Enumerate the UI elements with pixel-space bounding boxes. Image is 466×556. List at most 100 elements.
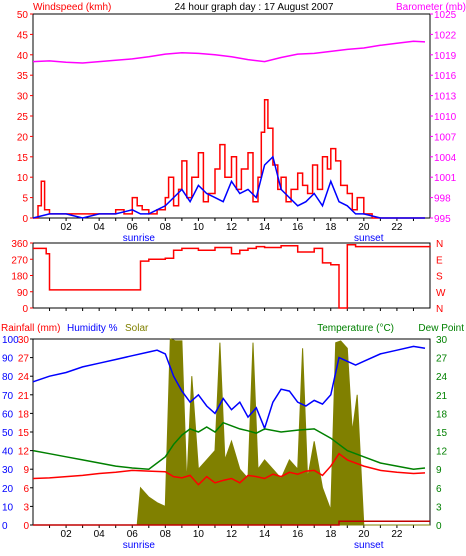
sunset-label: sunset [354,233,384,244]
chart1-y2label: Barometer (mb) [396,2,466,13]
chart1-ytick-label: 45 [17,30,29,41]
chart3-y2tick-label: 0 [436,521,442,532]
chart1-ytick-label: 35 [17,71,29,82]
chart3-ytick-label: 70 [2,391,14,402]
chart3-ytick-label: 30 [2,465,14,476]
x-tick-label: 06 [127,222,139,233]
x-tick-label: 10 [193,529,205,540]
chart1-y2tick-label: 1016 [434,71,457,82]
chart2-ytick-label: 270 [11,255,28,266]
chart3-y3label-dew: Dew Point [418,323,464,334]
chart1-y2tick-label: 1001 [434,173,457,184]
chart1-ytick-label: 50 [17,10,29,21]
x-tick-label: 12 [226,529,238,540]
chart3-ytick-label: 20 [2,484,14,495]
chart3-ytick-inner-label: 0 [23,521,29,532]
series-direction [33,244,431,309]
chart3-ytick-label: 100 [2,335,19,346]
x-tick-label: 22 [391,222,403,233]
chart3-ytick-inner-label: 24 [18,372,30,383]
chart3-ytick-label: 90 [2,354,14,365]
chart1-y2tick-label: 1007 [434,132,457,143]
chart1-ytick-label: 5 [22,194,28,205]
chart3-ytick-inner-label: 6 [23,484,29,495]
x-tick-label: 08 [160,529,172,540]
series-solar [33,338,430,526]
chart1-y2tick-label: 1025 [434,10,457,21]
chart3-y2label-temp: Temperature (°C) [317,323,394,334]
x-tick-label: 04 [94,222,106,233]
chart3-y2tick-label: 15 [436,428,448,439]
chart3-ylabel-rain: Rainfall (mm) [1,323,60,334]
chart3-ytick-inner-label: 27 [18,354,30,365]
x-tick-label: 12 [226,222,238,233]
chart3-ytick-inner-label: 21 [18,391,30,402]
chart3-y2tick-label: 21 [436,391,448,402]
chart1-y2tick-label: 995 [434,214,451,225]
x-tick-label: 18 [325,529,337,540]
chart3-ytick-inner-label: 30 [18,335,30,346]
x-tick-label: 10 [193,222,205,233]
chart1-y2tick-label: 1013 [434,92,457,103]
x-tick-label: 16 [292,222,304,233]
chart3-ytick-label: 50 [2,428,14,439]
chart2-compass-label: N [436,239,443,250]
chart3-ytick-label: 80 [2,372,14,383]
x-tick-label: 08 [160,222,172,233]
chart1-y2tick-label: 1010 [434,112,457,123]
series-dewpoint [32,421,426,470]
chart2-compass-label: N [436,304,443,315]
x-tick-label: 20 [358,529,370,540]
chart3-ytick-inner-label: 18 [18,409,30,420]
chart3-ytick-label: 10 [2,502,14,513]
x-tick-label: 04 [94,529,106,540]
chart3-y2tick-label: 18 [436,409,448,420]
chart3-y2tick-label: 6 [436,484,442,495]
x-tick-label: 22 [391,529,403,540]
chart3-ytick-inner-label: 12 [18,447,30,458]
chart3-ylabel-solar: Solar [125,323,149,334]
chart2-compass-label: W [436,288,446,299]
chart1-ytick-label: 10 [17,173,29,184]
chart1-y2tick-label: 1004 [434,153,457,164]
chart3-y2tick-label: 24 [436,372,448,383]
chart2-ytick-label: 180 [11,272,28,283]
chart1-ylabel: Windspeed (kmh) [33,2,111,13]
chart3-ylabel-humidity: Humidity % [67,323,118,334]
chart2-ytick-label: 360 [11,239,28,250]
chart3-ytick-inner-label: 3 [23,502,29,513]
x-tick-label: 20 [358,222,370,233]
chart3-y2tick-label: 12 [436,447,448,458]
sunrise-label: sunrise [123,233,156,244]
chart3-ytick-label: 0 [2,521,8,532]
x-tick-label: 06 [127,529,139,540]
chart3-ytick-label: 60 [2,409,14,420]
chart1-ytick-label: 30 [17,92,29,103]
chart1-y2tick-label: 998 [434,194,451,205]
chart1-y2tick-label: 1022 [434,30,457,41]
chart-title: 24 hour graph day : 17 August 2007 [174,2,333,13]
chart3-y2tick-label: 9 [436,465,442,476]
x-tick-label: 14 [259,529,271,540]
series-barometer [32,40,426,64]
x-tick-label: 16 [292,529,304,540]
x-tick-label: 02 [61,529,73,540]
chart3-y2tick-label: 27 [436,354,448,365]
x-tick-label: 18 [325,222,337,233]
sunset-label-bottom: sunset [354,540,384,551]
series-humidity [32,345,426,431]
chart3-ytick-inner-label: 15 [18,428,30,439]
x-tick-label: 02 [61,222,73,233]
panel-1-frame [32,13,431,219]
chart3-y2tick-label: 30 [436,335,448,346]
chart1-ytick-label: 20 [17,132,29,143]
x-tick-label: 14 [259,222,271,233]
chart3-ytick-inner-label: 9 [23,465,29,476]
series-wind [32,155,425,219]
series-gust [33,98,425,219]
chart1-y2tick-label: 1019 [434,51,457,62]
sunrise-label-bottom: sunrise [123,540,156,551]
chart1-ytick-label: 25 [17,112,29,123]
chart3-y2tick-label: 3 [436,502,442,513]
